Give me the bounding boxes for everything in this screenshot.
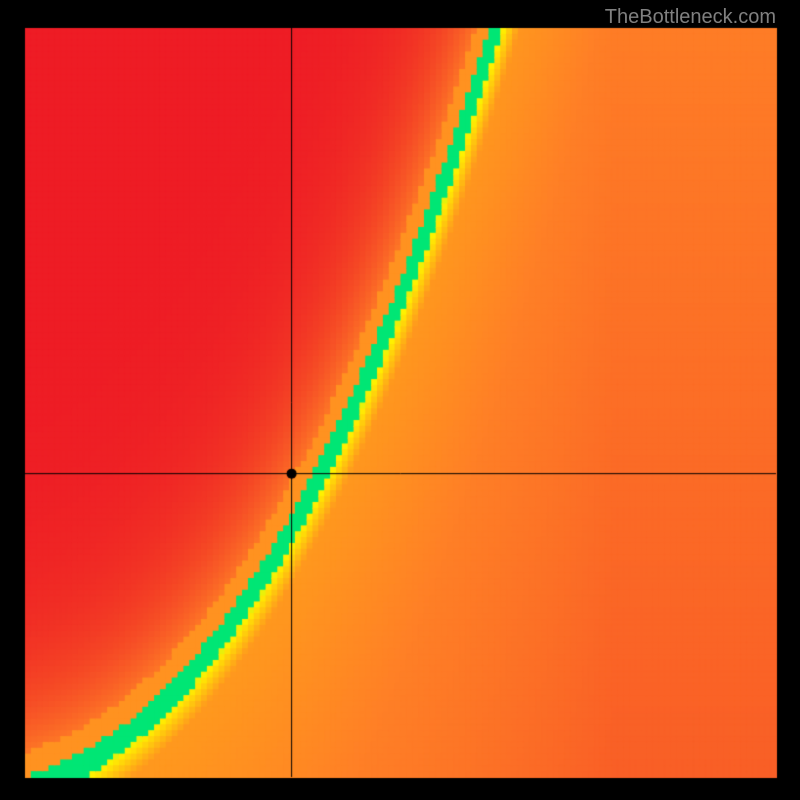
bottleneck-heatmap <box>0 0 800 800</box>
watermark-text: TheBottleneck.com <box>605 6 776 29</box>
chart-container: TheBottleneck.com <box>0 0 800 800</box>
